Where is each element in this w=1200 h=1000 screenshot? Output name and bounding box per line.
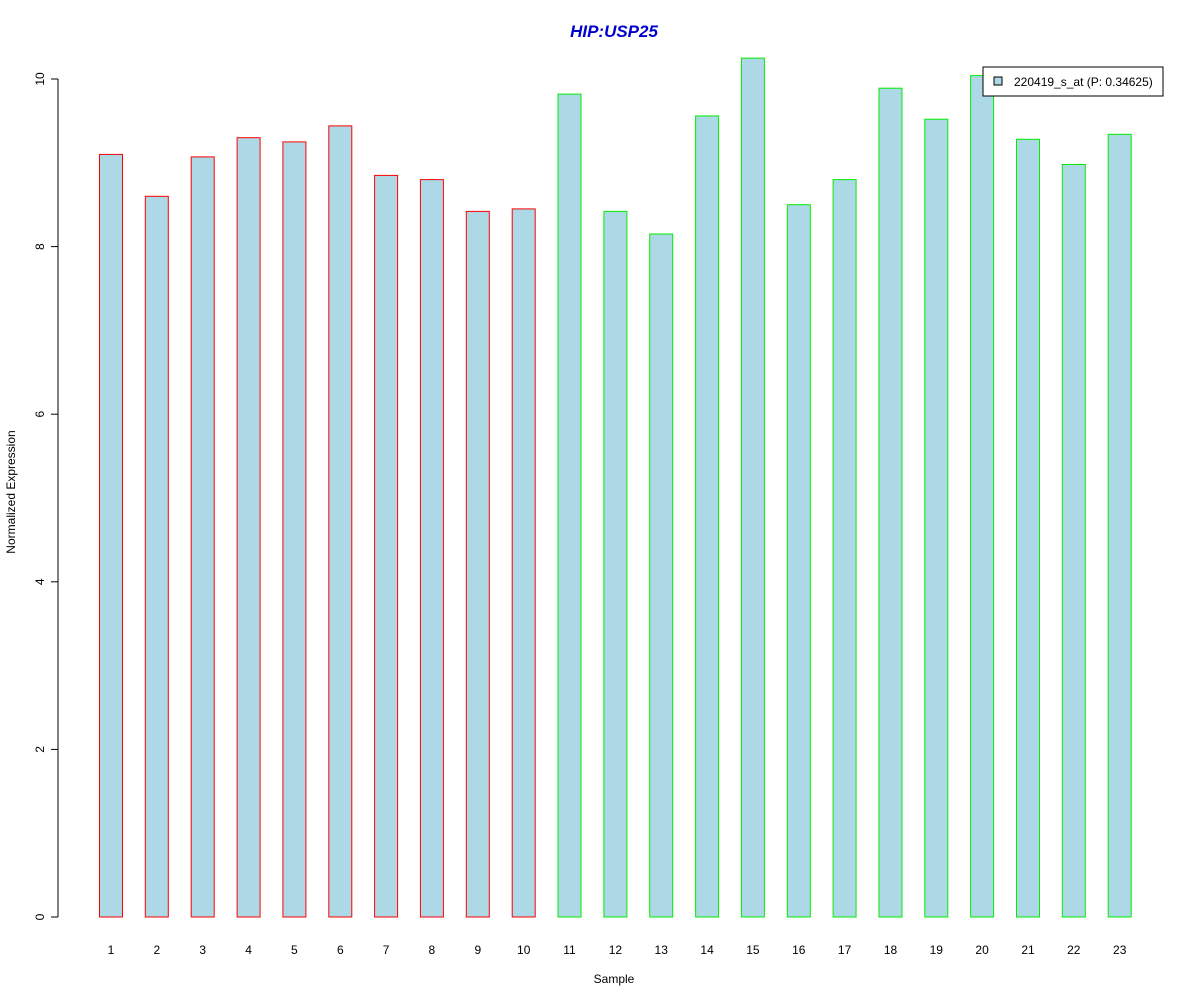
y-tick-label: 10 (33, 72, 47, 86)
bar-sample-17 (832, 179, 857, 918)
y-axis: 0 2 4 6 8 10 (33, 72, 59, 920)
bar-sample-1 (99, 153, 123, 918)
y-tick-label: 0 (33, 913, 47, 920)
bar-sample-16 (786, 204, 811, 918)
x-tick-label: 11 (563, 943, 576, 957)
y-axis-label: Normalized Expression (4, 430, 18, 553)
x-tick-label: 4 (245, 943, 252, 957)
x-tick-label: 5 (291, 943, 298, 957)
x-tick-label: 8 (429, 943, 436, 957)
y-tick-label: 8 (33, 243, 47, 250)
x-tick-label: 10 (517, 943, 531, 957)
y-tick-label: 4 (33, 578, 47, 585)
x-tick-label: 7 (383, 943, 390, 957)
x-tick-label: 18 (884, 943, 898, 957)
bar-sample-15 (740, 57, 765, 918)
bar-sample-10 (511, 208, 536, 918)
x-tick-label: 19 (930, 943, 944, 957)
bar-sample-7 (374, 174, 399, 918)
bar-sample-20 (970, 75, 995, 918)
bar-sample-14 (695, 115, 720, 918)
chart-title: HIP:USP25 (570, 22, 658, 41)
x-tick-label: 16 (792, 943, 806, 957)
bar-sample-6 (328, 125, 353, 918)
y-tick-label: 6 (33, 411, 47, 418)
x-tick-labels: 1 2 3 4 5 6 7 8 9 10 11 12 13 14 15 16 17 18 19 20 21 22 23 (108, 943, 1127, 957)
bar-sample-11 (557, 93, 582, 918)
bar-sample-13 (649, 233, 674, 918)
bar-sample-3 (190, 156, 215, 918)
x-tick-label: 12 (609, 943, 623, 957)
x-tick-label: 2 (153, 943, 160, 957)
y-tick-label: 2 (33, 746, 47, 753)
x-axis-label: Sample (594, 972, 635, 986)
legend: 220419_s_at (P: 0.34625) (982, 66, 1164, 97)
x-tick-label: 17 (838, 943, 852, 957)
bar-sample-2 (144, 195, 169, 918)
x-tick-label: 22 (1067, 943, 1081, 957)
x-tick-label: 14 (700, 943, 714, 957)
legend-label: 220419_s_at (P: 0.34625) (1014, 75, 1153, 89)
x-tick-label: 1 (108, 943, 115, 957)
x-tick-label: 6 (337, 943, 344, 957)
bars-group (99, 57, 1132, 918)
bar-sample-9 (465, 210, 490, 918)
x-tick-label: 15 (746, 943, 760, 957)
bar-sample-5 (282, 141, 307, 918)
x-tick-label: 23 (1113, 943, 1127, 957)
bar-sample-12 (603, 210, 628, 918)
x-tick-label: 3 (199, 943, 206, 957)
x-tick-label: 9 (474, 943, 481, 957)
x-tick-label: 13 (655, 943, 669, 957)
legend-swatch (993, 76, 1003, 86)
bar-sample-22 (1061, 164, 1086, 918)
x-tick-label: 20 (975, 943, 989, 957)
bar-sample-8 (419, 179, 444, 918)
bar-sample-19 (924, 118, 949, 918)
bar-sample-21 (1016, 138, 1040, 918)
legend-box (982, 66, 1164, 97)
x-tick-label: 21 (1021, 943, 1035, 957)
bar-sample-4 (236, 137, 261, 918)
bar-sample-18 (878, 87, 903, 918)
bar-sample-23 (1107, 133, 1132, 918)
